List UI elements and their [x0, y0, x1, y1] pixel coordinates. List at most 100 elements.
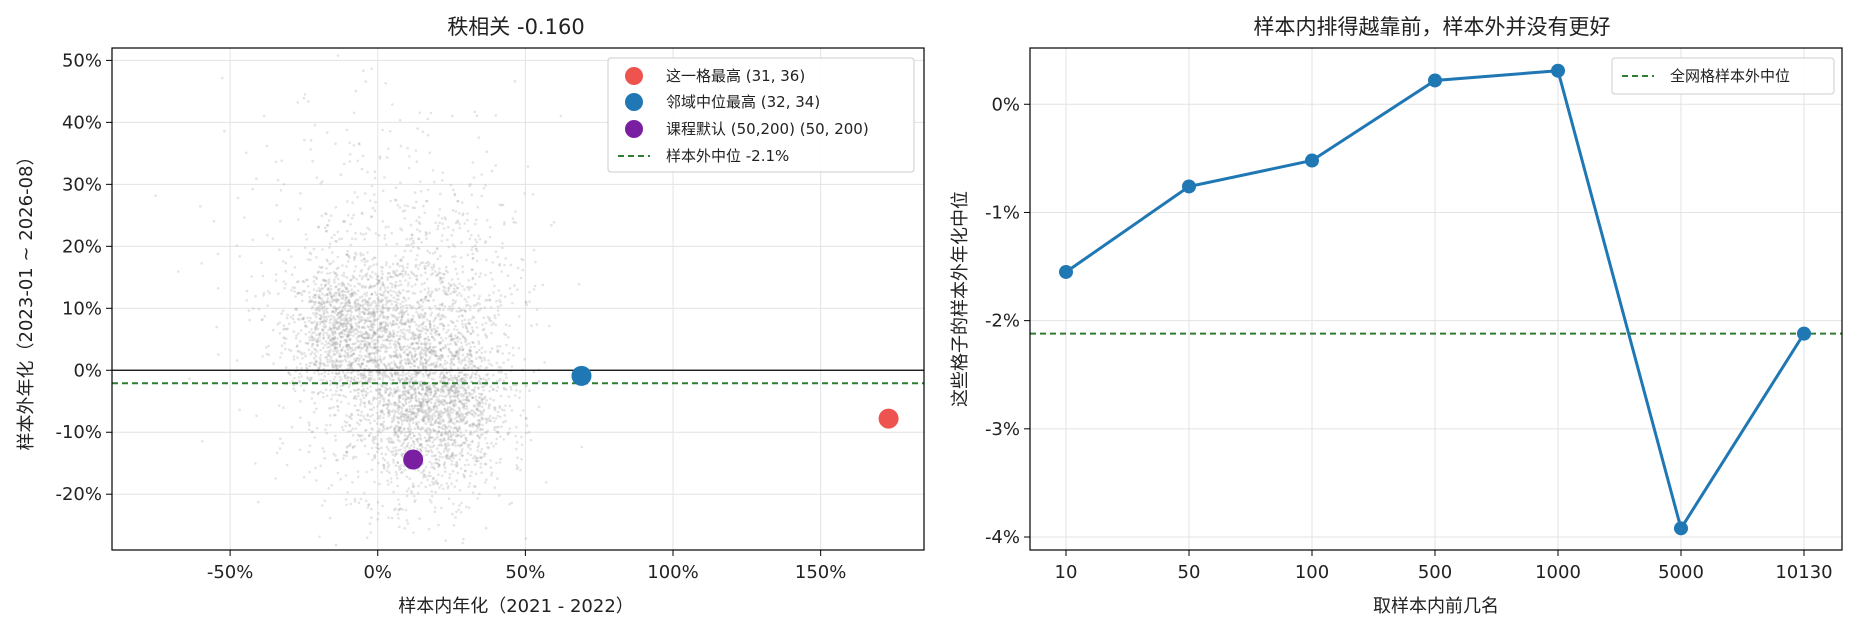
chart1-cloud-point: [266, 304, 270, 307]
chart1-cloud-point: [329, 339, 332, 342]
chart1-cloud-point: [434, 274, 438, 278]
chart1-cloud-point: [316, 350, 319, 353]
chart1-cloud-point: [418, 314, 422, 318]
chart1-cloud-point: [467, 391, 471, 395]
chart1-cloud-point: [503, 332, 506, 336]
chart1-cloud-point: [460, 412, 463, 415]
chart1-cloud-point: [524, 300, 527, 304]
chart1-cloud-point: [284, 269, 287, 273]
chart1-cloud-point: [283, 336, 286, 340]
chart1-cloud-point: [394, 404, 398, 407]
chart1-cloud-point: [470, 366, 474, 370]
chart1-cloud-point: [449, 398, 453, 402]
chart1-cloud-point: [435, 365, 439, 368]
chart1-cloud-point: [316, 392, 320, 396]
chart1-cloud-point: [312, 410, 316, 414]
chart1-cloud-point: [447, 347, 451, 351]
chart1-cloud-point: [396, 449, 400, 452]
chart1-cloud-point: [393, 426, 397, 430]
chart1-cloud-point: [368, 328, 372, 331]
chart1-cloud-point: [452, 427, 456, 430]
chart1-cloud-point: [417, 407, 421, 411]
chart1-cloud-point: [322, 395, 325, 399]
chart1-cloud-point: [443, 462, 446, 466]
chart1-cloud-point: [325, 301, 329, 304]
chart1-cloud-point: [504, 333, 508, 337]
chart1-cloud-point: [334, 438, 338, 442]
chart1-cloud-point: [423, 288, 427, 291]
chart1-cloud-point: [333, 414, 336, 417]
chart1-cloud-point: [414, 333, 418, 337]
chart1-cloud-point: [334, 326, 338, 330]
chart1-cloud-point: [332, 293, 336, 297]
chart1-cloud-point: [313, 314, 317, 317]
chart1-cloud-point: [379, 423, 383, 426]
chart1-cloud-point: [446, 413, 450, 417]
chart1-cloud-point: [403, 468, 407, 472]
chart1-cloud-point: [315, 289, 319, 293]
chart1-cloud-point: [381, 266, 384, 269]
chart1-cloud-point: [297, 291, 301, 295]
chart1-cloud-point: [438, 412, 442, 416]
chart1-cloud-point: [350, 417, 353, 421]
chart1-cloud-point: [507, 431, 511, 435]
chart1-cloud-point: [403, 322, 407, 326]
chart1-cloud-point: [369, 352, 372, 355]
chart1-cloud-point: [395, 316, 399, 320]
chart1-cloud-point: [353, 357, 356, 361]
chart1-cloud-point: [472, 389, 476, 392]
chart1-cloud-point: [315, 479, 318, 482]
chart1-cloud-point: [503, 263, 506, 267]
chart1-cloud-point: [374, 342, 377, 346]
chart1-cloud-point: [458, 504, 461, 507]
chart1-cloud-point: [356, 421, 359, 425]
chart1-cloud-point: [367, 377, 371, 380]
chart1-cloud-point: [471, 252, 475, 256]
chart1-cloud-point: [333, 305, 336, 309]
chart1-cloud-point: [457, 508, 461, 512]
chart1-cloud-point: [316, 308, 319, 312]
chart1-cloud-point: [432, 405, 436, 408]
chart1-cloud-point: [468, 433, 472, 436]
chart1-cloud-point: [370, 276, 373, 279]
chart1-cloud-point: [439, 399, 442, 403]
chart1-cloud-point: [378, 279, 381, 283]
chart1-cloud-point: [361, 284, 364, 288]
chart1-cloud-point: [453, 192, 457, 196]
chart1-cloud-point: [352, 352, 355, 356]
chart1-cloud-point: [349, 324, 353, 328]
chart1-cloud-point: [427, 387, 431, 391]
chart1-cloud-point: [458, 414, 462, 417]
chart1-cloud-point: [490, 364, 494, 367]
chart1-cloud-point: [420, 402, 424, 405]
chart1-cloud-point: [427, 474, 430, 478]
chart1-cloud-point: [356, 470, 360, 473]
chart1-cloud-point: [447, 377, 451, 381]
chart1-cloud-point: [452, 363, 455, 367]
chart1-cloud-point: [359, 254, 363, 257]
chart1-cloud-point: [495, 461, 498, 465]
chart1-cloud-point: [365, 294, 368, 297]
chart1-cloud-point: [435, 395, 439, 399]
chart1-cloud-point: [435, 458, 438, 461]
chart1-cloud-point: [339, 340, 343, 344]
chart1-cloud-point: [420, 329, 424, 333]
chart1-cloud-point: [328, 334, 332, 337]
chart1-cloud-point: [466, 396, 469, 400]
chart1-cloud-point: [352, 111, 356, 115]
chart1-cloud-point: [461, 213, 465, 217]
chart1-cloud-point: [419, 409, 423, 413]
chart1-cloud-point: [345, 253, 348, 256]
chart1-cloud-point: [333, 233, 336, 237]
chart1-cloud-point: [290, 273, 294, 277]
chart1-cloud-point: [425, 453, 429, 457]
chart1-cloud-point: [369, 313, 373, 316]
chart1-cloud-point: [453, 392, 456, 395]
chart1-cloud-point: [420, 351, 424, 355]
chart1-cloud-point: [387, 225, 390, 229]
chart1-cloud-point: [445, 402, 449, 405]
chart1-cloud-point: [314, 359, 318, 363]
chart1-cloud-point: [392, 329, 395, 333]
chart1-cloud-point: [424, 295, 428, 299]
chart1-cloud-point: [552, 220, 556, 224]
